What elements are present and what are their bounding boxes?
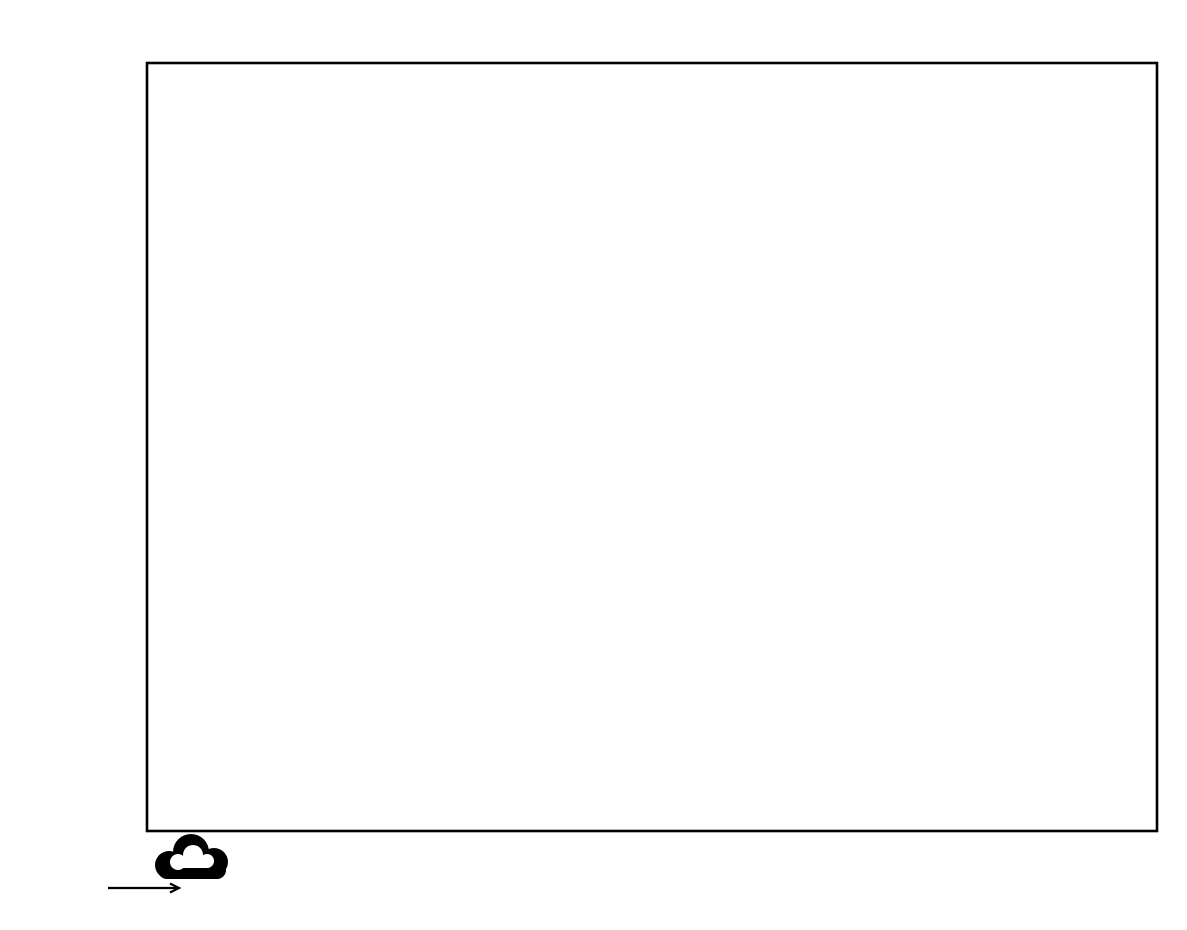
seevccc-logo: [155, 834, 228, 879]
wind-reference-arrow-icon: [108, 882, 182, 894]
cloud-icon: [155, 834, 228, 879]
map-border: [145, 61, 1159, 833]
wind-reference: [108, 882, 182, 894]
